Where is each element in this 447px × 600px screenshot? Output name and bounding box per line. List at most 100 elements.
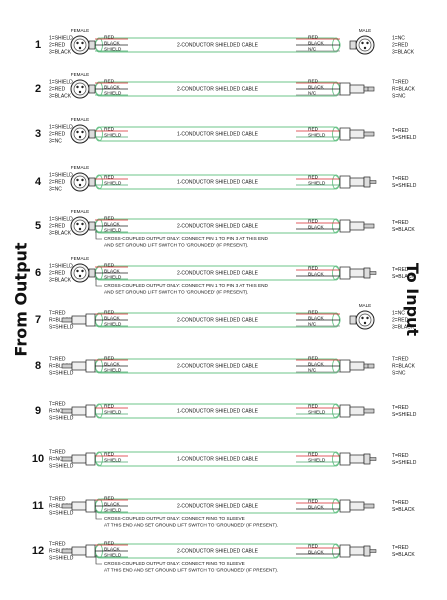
cable-end-left (95, 403, 103, 419)
xlr-collar (349, 40, 357, 50)
right-wire-label: RED (308, 78, 319, 84)
plug-sleeve (71, 315, 87, 325)
right-pin-label: S=SHIELD (392, 183, 417, 189)
plug-barrel (339, 359, 351, 373)
male-label: MALE (359, 303, 372, 308)
right-pin-label: 2=RED (392, 42, 409, 48)
rca-shell (363, 176, 371, 188)
left-pin-label: R=BLACK (49, 503, 73, 509)
row-number: 3 (35, 128, 41, 140)
right-wire-label: BLACK (308, 361, 325, 367)
xlr-pin-2 (81, 269, 84, 273)
note-leader (95, 510, 102, 520)
xlr-pin-2 (81, 85, 84, 89)
rca-pin (369, 180, 377, 184)
left-wire-label: SHIELD (104, 552, 122, 558)
left-pin-label: 3=BLACK (49, 277, 72, 283)
cable-label: 1-CONDUCTOR SHIELDED CABLE (177, 408, 259, 414)
left-wire-label: RED (104, 174, 115, 180)
row-number: 11 (32, 500, 44, 512)
xlr-pin-1 (76, 178, 79, 182)
xlr-pin-1 (76, 222, 79, 226)
xlr-pin-2 (81, 130, 84, 134)
left-pin-label: S=SHIELD (49, 510, 74, 516)
right-pin-label: S=NC (392, 370, 406, 376)
cable-label: 2-CONDUCTOR SHIELDED CABLE (177, 42, 259, 48)
left-pin-label: 1=SHIELD (49, 79, 73, 85)
right-pin-label: 3=BLACK (392, 49, 415, 55)
xlr-pin-3 (78, 135, 82, 139)
plug-tip (61, 408, 73, 414)
plug-sleeve (71, 406, 87, 416)
left-pin-label: 2=RED (49, 270, 66, 276)
xlr-pin-1 (76, 41, 79, 45)
left-wire-label: RED (104, 495, 115, 501)
note-text: AT THIS END AND SET GROUND LIFT SWITCH T… (104, 568, 278, 573)
plug-barrel (339, 219, 351, 233)
right-pin-label: S=NC (392, 93, 406, 99)
plug-barrel (85, 404, 96, 418)
right-pin-label: 3=BLACK (392, 324, 415, 330)
right-wire-label: RED (308, 34, 319, 40)
right-pin-label: S=BLACK (392, 507, 415, 513)
plug-sleeve (349, 406, 365, 416)
xlr-pin-3 (363, 46, 367, 50)
left-wire-label: BLACK (104, 84, 121, 90)
plug-barrel (339, 499, 351, 513)
plug-tip (363, 86, 375, 92)
row-number: 4 (35, 176, 42, 188)
xlr-pin-2 (366, 41, 369, 45)
left-wire-label: SHIELD (104, 274, 122, 280)
female-label: FEMALE (71, 256, 89, 261)
xlr-face (73, 266, 87, 280)
xlr-pin-1 (76, 85, 79, 89)
cable-end-right (332, 451, 340, 467)
left-wire-label: BLACK (104, 268, 121, 274)
xlr-pin-1 (361, 41, 364, 45)
rca-pin (369, 549, 377, 553)
right-pin-label: R=BLACK (392, 86, 416, 92)
left-wire-label: RED (104, 451, 115, 457)
plug-tip (61, 503, 73, 509)
female-label: FEMALE (71, 165, 89, 170)
note-text: CROSS-COUPLED OUTPUT ONLY: CONNECT PIN 1… (104, 283, 269, 288)
xlr-pin-2 (81, 41, 84, 45)
left-pin-label: 3=BLACK (49, 93, 72, 99)
left-pin-label: T=RED (49, 401, 66, 407)
cable-end-left (95, 126, 103, 142)
right-wire-label: RED (308, 498, 319, 504)
cable-label: 1-CONDUCTOR SHIELDED CABLE (177, 131, 259, 137)
right-wire-label: RED (308, 218, 319, 224)
right-pin-label: S=BLACK (392, 227, 415, 233)
left-pin-label: T=RED (49, 496, 66, 502)
note-text: CROSS-COUPLED OUTPUT ONLY: CONNECT RING … (104, 561, 245, 566)
cable-end-left (95, 451, 103, 467)
left-pin-label: R=BLACK (49, 548, 73, 554)
left-pin-label: R=BLACK (49, 317, 73, 323)
plug-sleeve (71, 361, 87, 371)
left-wire-label: RED (104, 215, 115, 221)
plug-barrel (339, 175, 351, 189)
right-pin-label: T=RED (392, 176, 409, 182)
cable-label: 2-CONDUCTOR SHIELDED CABLE (177, 86, 259, 92)
left-wire-label: RED (104, 262, 115, 268)
left-wire-label: SHIELD (104, 180, 122, 186)
rca-shell (363, 453, 371, 465)
xlr-collar (88, 221, 96, 231)
xlr-collar (88, 40, 96, 50)
right-wire-label: BLACK (308, 271, 325, 277)
xlr-pin-1 (76, 269, 79, 273)
cable-label: 2-CONDUCTOR SHIELDED CABLE (177, 317, 259, 323)
plug-sleeve (349, 221, 365, 231)
left-wire-label: SHIELD (104, 367, 122, 373)
note-leader (95, 230, 102, 240)
left-pin-label: 1=SHIELD (49, 172, 73, 178)
xlr-collar (88, 84, 96, 94)
plug-barrel (85, 452, 96, 466)
right-pin-label: S=BLACK (392, 552, 415, 558)
left-wire-label: BLACK (104, 546, 121, 552)
